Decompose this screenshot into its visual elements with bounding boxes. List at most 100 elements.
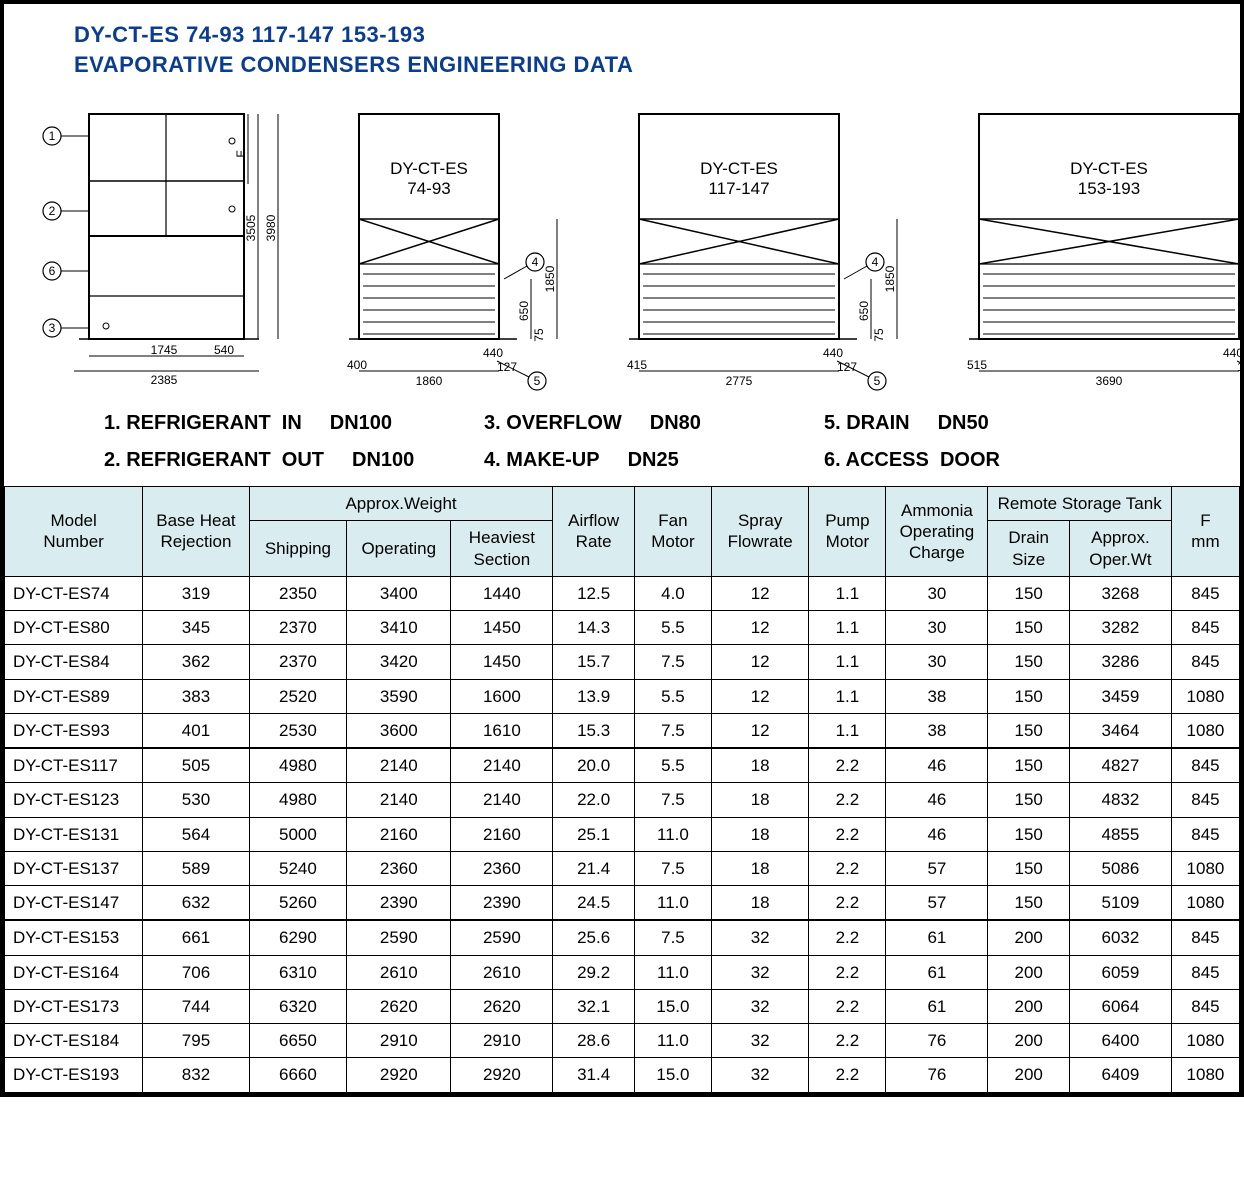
table-cell: 46 [886, 817, 988, 851]
table-cell: 150 [988, 783, 1070, 817]
table-cell: 32 [711, 955, 808, 989]
table-cell: 1600 [451, 679, 553, 713]
table-cell: 2140 [347, 783, 451, 817]
table-cell: 30 [886, 645, 988, 679]
connection-item: 6. ACCESS DOOR [824, 449, 1124, 472]
table-cell: 5260 [249, 886, 346, 921]
table-header: AirflowRate [553, 487, 635, 577]
svg-text:75: 75 [532, 328, 546, 342]
table-cell: 2920 [451, 1058, 553, 1092]
table-cell: 150 [988, 611, 1070, 645]
table-cell: 706 [143, 955, 250, 989]
table-cell: 383 [143, 679, 250, 713]
svg-text:1850: 1850 [543, 265, 557, 292]
table-cell: 38 [886, 679, 988, 713]
table-cell: 2370 [249, 645, 346, 679]
table-cell: 2.2 [809, 1024, 886, 1058]
table-cell: 589 [143, 851, 250, 885]
table-cell: 3464 [1069, 713, 1171, 748]
table-cell: 150 [988, 886, 1070, 921]
table-cell: 150 [988, 748, 1070, 783]
svg-text:415: 415 [627, 358, 647, 372]
header-section: DY-CT-ES 74-93 117-147 153-193 EVAPORATI… [4, 4, 1240, 86]
table-subheader: HeaviestSection [451, 521, 553, 577]
table-cell: 15.3 [553, 713, 635, 748]
table-cell: 6290 [249, 920, 346, 955]
table-cell: 15.7 [553, 645, 635, 679]
table-cell: 2620 [347, 989, 451, 1023]
connection-label: 1. REFRIGERANT IN [104, 412, 302, 435]
table-cell: 57 [886, 851, 988, 885]
table-cell: 2360 [451, 851, 553, 885]
svg-text:515: 515 [967, 358, 987, 372]
engineering-data-table: ModelNumberBase HeatRejectionApprox.Weig… [4, 486, 1240, 1093]
svg-text:2385: 2385 [151, 373, 178, 387]
svg-text:440: 440 [823, 346, 843, 360]
table-cell: 200 [988, 920, 1070, 955]
diagram-side-elevation: 1 2 6 3 35053980F17452385540 [34, 96, 304, 396]
connection-label: 4. MAKE-UP [484, 449, 600, 472]
connection-size: DN100 [330, 412, 392, 435]
table-row: DY-CT-ES8034523703410145014.35.5121.1301… [5, 611, 1240, 645]
table-cell: 3600 [347, 713, 451, 748]
table-cell: 2.2 [809, 783, 886, 817]
svg-text:2: 2 [49, 204, 56, 218]
table-cell: 2.2 [809, 1058, 886, 1092]
table-cell: 2350 [249, 576, 346, 610]
table-cell: 845 [1171, 955, 1239, 989]
table-cell: 2620 [451, 989, 553, 1023]
table-cell: 3420 [347, 645, 451, 679]
table-cell: 21.4 [553, 851, 635, 885]
table-cell: 12 [711, 645, 808, 679]
svg-text:3505: 3505 [244, 214, 258, 241]
table-row: DY-CT-ES17374463202620262032.115.0322.26… [5, 989, 1240, 1023]
table-cell: 7.5 [634, 783, 711, 817]
connections-legend: 1. REFRIGERANT IN DN100 2. REFRIGERANT OUT… [4, 406, 1240, 486]
table-cell: 150 [988, 645, 1070, 679]
connection-item: 2. REFRIGERANT OUTDN100 [104, 449, 484, 472]
table-cell: 150 [988, 679, 1070, 713]
table-cell: 1080 [1171, 886, 1239, 921]
table-cell: 845 [1171, 920, 1239, 955]
table-row: DY-CT-ES7431923503400144012.54.0121.1301… [5, 576, 1240, 610]
table-header: Approx.Weight [249, 487, 553, 521]
table-cell: 2140 [451, 748, 553, 783]
table-cell: 4827 [1069, 748, 1171, 783]
table-cell: 5.5 [634, 611, 711, 645]
table-cell: 18 [711, 783, 808, 817]
table-header: AmmoniaOperatingCharge [886, 487, 988, 577]
table-cell: 4832 [1069, 783, 1171, 817]
table-cell: 4.0 [634, 576, 711, 610]
table-cell: 2140 [451, 783, 553, 817]
svg-text:5: 5 [534, 374, 541, 388]
page-title: DY-CT-ES 74-93 117-147 153-193 [74, 22, 1170, 48]
svg-text:117-147: 117-147 [708, 179, 769, 198]
table-header: ModelNumber [5, 487, 143, 577]
table-cell: 6320 [249, 989, 346, 1023]
connection-label: 6. ACCESS DOOR [824, 449, 1000, 472]
table-cell: DY-CT-ES184 [5, 1024, 143, 1058]
connection-label: 2. REFRIGERANT OUT [104, 449, 324, 472]
table-cell: 401 [143, 713, 250, 748]
svg-text:DY-CT-ES: DY-CT-ES [1070, 159, 1148, 178]
svg-text:400: 400 [347, 358, 367, 372]
table-cell: 1080 [1171, 713, 1239, 748]
diagram-front-2: DY-CT-ES117-147185065075 4 5 44012741527… [594, 96, 924, 396]
table-cell: 6310 [249, 955, 346, 989]
table-cell: 7.5 [634, 920, 711, 955]
table-cell: 11.0 [634, 955, 711, 989]
table-header: Fmm [1171, 487, 1239, 577]
table-header: Base HeatRejection [143, 487, 250, 577]
svg-text:440: 440 [483, 346, 503, 360]
table-cell: 1080 [1171, 1024, 1239, 1058]
table-cell: 150 [988, 713, 1070, 748]
table-cell: 32 [711, 920, 808, 955]
table-row: DY-CT-ES14763252602390239024.511.0182.25… [5, 886, 1240, 921]
table-cell: 32.1 [553, 989, 635, 1023]
svg-text:127: 127 [497, 360, 517, 374]
table-header: Remote Storage Tank [988, 487, 1172, 521]
table-cell: 3268 [1069, 576, 1171, 610]
table-cell: 2.2 [809, 989, 886, 1023]
table-cell: 20.0 [553, 748, 635, 783]
table-cell: 505 [143, 748, 250, 783]
